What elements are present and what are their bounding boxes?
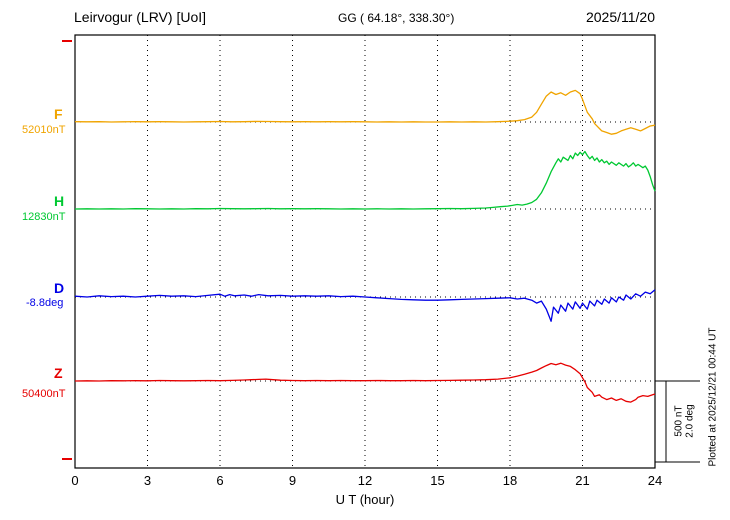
plot-date: 2025/11/20 bbox=[585, 9, 655, 25]
x-tick-3: 3 bbox=[144, 473, 151, 488]
x-tick-6: 6 bbox=[216, 473, 223, 488]
trace-F bbox=[74, 89, 656, 135]
geographic-coords: GG ( 64.18°, 338.30°) bbox=[338, 11, 455, 25]
trace-label-D: D bbox=[54, 280, 65, 296]
trace-label-Z: Z bbox=[54, 365, 63, 381]
station-title: Leirvogur (LRV) [UoI] bbox=[74, 9, 207, 25]
trace-label-F: F bbox=[54, 106, 63, 122]
plotted-at-caption: Plotted at 2025/12/21 00:44 UT bbox=[707, 327, 719, 467]
scale-label-deg: 2.0 deg bbox=[684, 404, 696, 438]
trace-H bbox=[74, 150, 656, 210]
baseline-value-H: 12830nT bbox=[22, 211, 66, 223]
trace-Z bbox=[74, 362, 656, 403]
trace-label-H: H bbox=[54, 193, 65, 209]
x-tick-18: 18 bbox=[503, 473, 517, 488]
x-axis-label: U T (hour) bbox=[335, 492, 395, 507]
baseline-value-F: 52010nT bbox=[22, 124, 66, 136]
x-tick-15: 15 bbox=[430, 473, 444, 488]
x-tick-21: 21 bbox=[575, 473, 589, 488]
scale-label-nt: 500 nT bbox=[673, 405, 685, 437]
x-tick-12: 12 bbox=[358, 473, 372, 488]
x-tick-9: 9 bbox=[289, 473, 296, 488]
baseline-value-D: -8.8deg bbox=[26, 297, 64, 309]
plot-frame bbox=[74, 34, 656, 469]
baseline-value-Z: 50400nT bbox=[22, 388, 66, 400]
trace-D bbox=[74, 289, 656, 322]
x-tick-24: 24 bbox=[648, 473, 662, 488]
x-tick-0: 0 bbox=[71, 473, 78, 488]
